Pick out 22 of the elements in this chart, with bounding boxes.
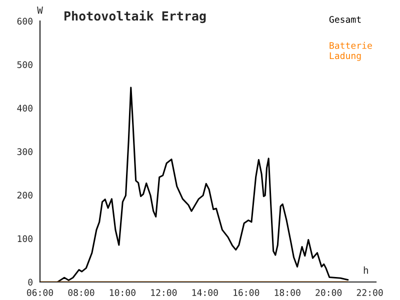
x-tick-label: 08:00 [68, 289, 94, 296]
y-tick-label: 300 [17, 148, 32, 156]
y-tick-label: 0 [28, 278, 32, 286]
x-tick-label: 22:00 [356, 289, 383, 296]
x-tick-label: 20:00 [316, 289, 342, 296]
chart-title: Photovoltaik Ertrag [64, 10, 206, 24]
x-tick-label: 10:00 [110, 289, 136, 296]
text: Batterie Ladung [330, 42, 372, 61]
x-tick-label: 14:00 [192, 289, 218, 296]
x-tick-label: 12:00 [151, 289, 177, 296]
x-axis-title: h [364, 266, 368, 274]
line-series [56, 86, 349, 282]
y-tick-label: 400 [17, 104, 32, 112]
y-tick-label: 200 [17, 192, 32, 199]
y-tick-label: 100 [18, 235, 32, 242]
text: Gesamt [329, 16, 361, 23]
x-tick-label: 18:00 [274, 289, 300, 296]
y-tick-label: 500 [17, 61, 32, 68]
x-tick-label: 16:00 [234, 289, 260, 296]
x-tick-label: 06:00 [27, 289, 54, 296]
y-tick-label: 600 [17, 18, 32, 25]
y-axis-title: W [37, 6, 43, 14]
